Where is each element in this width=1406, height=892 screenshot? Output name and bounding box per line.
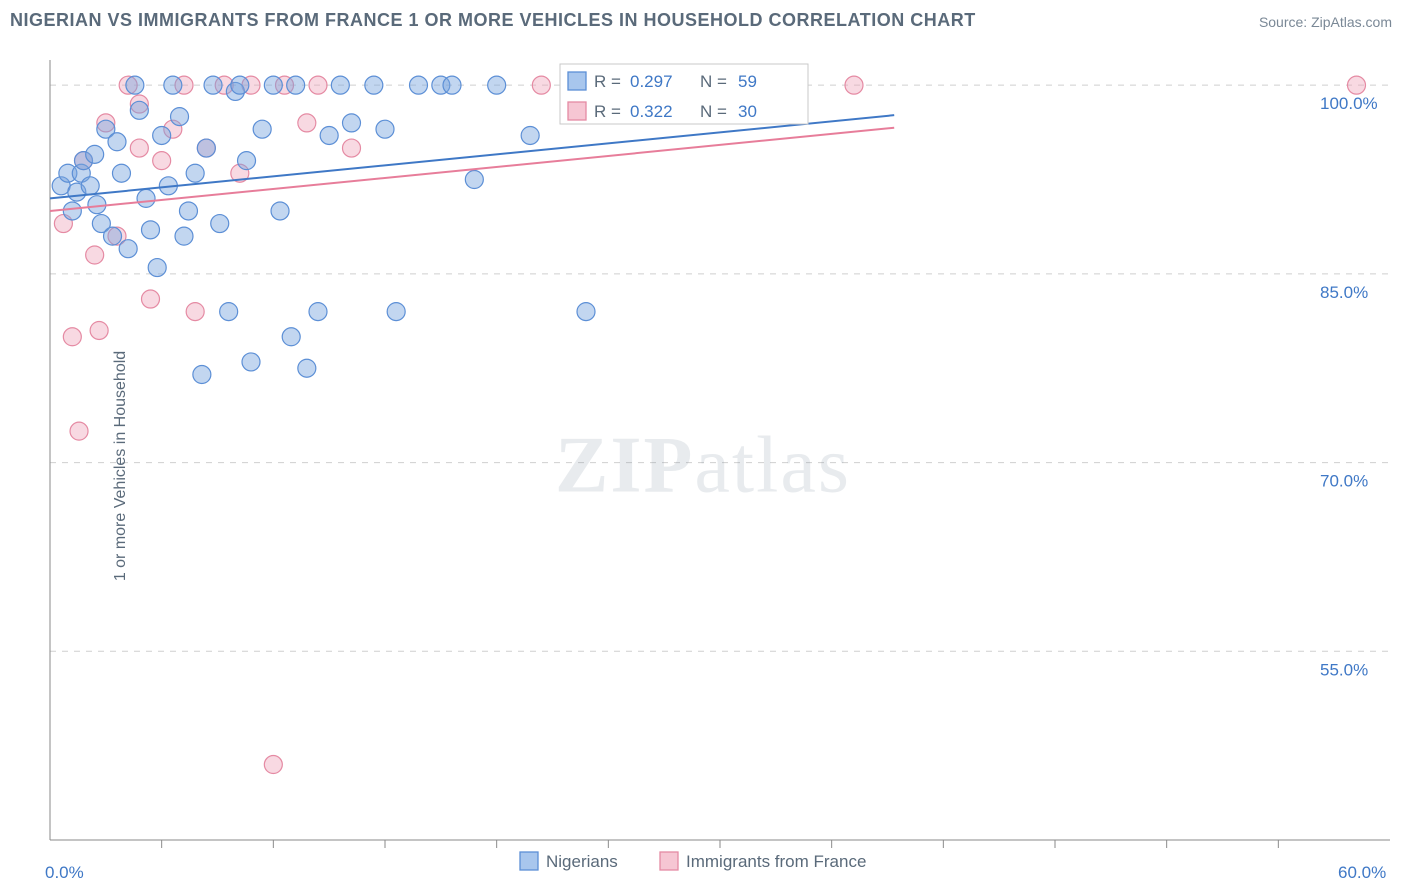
data-point-pink [309,76,327,94]
stats-swatch-blue [568,72,586,90]
data-point-blue [410,76,428,94]
data-point-pink [63,328,81,346]
data-point-blue [204,76,222,94]
data-point-blue [63,202,81,220]
data-point-blue [171,108,189,126]
data-point-blue [130,101,148,119]
stats-r-label: R = [594,102,621,121]
data-point-blue [148,259,166,277]
data-point-blue [220,303,238,321]
data-point-pink [142,290,160,308]
data-point-blue [309,303,327,321]
data-point-blue [193,366,211,384]
data-point-blue [137,189,155,207]
data-point-blue [175,227,193,245]
data-point-blue [88,196,106,214]
data-point-blue [242,353,260,371]
data-point-pink [130,139,148,157]
data-point-blue [488,76,506,94]
y-tick-label: 100.0% [1320,94,1378,113]
x-tick-label: 0.0% [45,863,84,882]
y-tick-label: 85.0% [1320,283,1368,302]
scatter-chart: 100.0% 85.0% 70.0% 55.0% 0.0% 60.0% R = 0.297 N … [0,40,1406,892]
data-point-pink [86,246,104,264]
data-point-blue [186,164,204,182]
data-point-blue [108,133,126,151]
y-tick-label: 70.0% [1320,472,1368,491]
y-axis-label: 1 or more Vehicles in Household [112,351,130,581]
x-tick-label: 60.0% [1338,863,1386,882]
data-point-blue [298,359,316,377]
data-point-blue [211,215,229,233]
data-point-pink [1348,76,1366,94]
legend-swatch-pink [660,852,678,870]
stats-r-label: R = [594,72,621,91]
data-point-blue [179,202,197,220]
data-point-pink [186,303,204,321]
data-point-pink [532,76,550,94]
data-point-blue [331,76,349,94]
data-point-pink [70,422,88,440]
data-point-blue [465,171,483,189]
data-point-blue [238,152,256,170]
chart-title: NIGERIAN VS IMMIGRANTS FROM FRANCE 1 OR … [10,10,976,31]
data-point-blue [521,126,539,144]
data-point-blue [197,139,215,157]
data-point-pink [343,139,361,157]
data-point-blue [387,303,405,321]
data-point-blue [142,221,160,239]
data-point-pink [298,114,316,132]
legend-label-pink: Immigrants from France [686,852,866,871]
data-point-blue [153,126,171,144]
source-attribution: Source: ZipAtlas.com [1259,14,1392,30]
stats-r-value: 0.297 [630,72,673,91]
data-point-blue [320,126,338,144]
y-tick-label: 55.0% [1320,660,1368,679]
data-point-blue [271,202,289,220]
stats-n-value: 59 [738,72,757,91]
data-point-blue [443,76,461,94]
data-point-pink [264,756,282,774]
data-point-blue [343,114,361,132]
source-prefix: Source: [1259,14,1311,30]
stats-n-value: 30 [738,102,757,121]
data-point-blue [282,328,300,346]
source-name: ZipAtlas.com [1311,14,1392,30]
stats-n-label: N = [700,72,727,91]
data-point-pink [90,321,108,339]
data-point-blue [365,76,383,94]
legend-label-blue: Nigerians [546,852,618,871]
stats-swatch-pink [568,102,586,120]
data-point-blue [376,120,394,138]
chart-area: 1 or more Vehicles in Household ZIPatlas… [0,40,1406,892]
data-point-pink [845,76,863,94]
data-point-blue [264,76,282,94]
data-point-blue [577,303,595,321]
data-point-pink [153,152,171,170]
data-point-blue [112,164,130,182]
stats-r-value: 0.322 [630,102,673,121]
data-point-blue [81,177,99,195]
data-point-blue [253,120,271,138]
data-point-blue [86,145,104,163]
stats-n-label: N = [700,102,727,121]
data-point-blue [119,240,137,258]
data-point-blue [164,76,182,94]
data-point-blue [126,76,144,94]
data-point-blue [287,76,305,94]
legend-swatch-blue [520,852,538,870]
data-point-blue [104,227,122,245]
regression-pink [50,128,894,211]
data-point-blue [231,76,249,94]
